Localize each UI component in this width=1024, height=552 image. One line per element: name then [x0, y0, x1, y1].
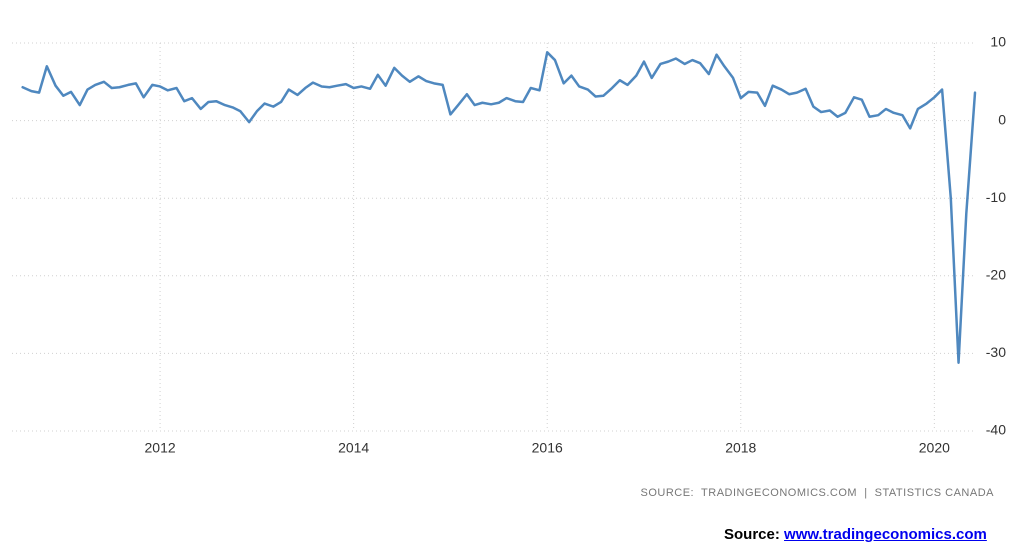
y-tick-label: -40 [986, 422, 1006, 438]
footer-link[interactable]: www.tradingeconomics.com [784, 526, 987, 543]
footer-label: Source: [724, 526, 780, 543]
y-tick-label: -30 [986, 344, 1006, 360]
chart-source: SOURCE: TRADINGECONOMICS.COM | STATISTIC… [641, 487, 995, 499]
footer: Source: www.tradingeconomics.com [724, 526, 987, 543]
x-tick-label: 2014 [338, 440, 369, 456]
x-tick-label: 2012 [145, 440, 176, 456]
y-tick-label: 0 [998, 111, 1006, 127]
x-tick-label: 2018 [725, 440, 756, 456]
chart: SOURCE: TRADINGECONOMICS.COM | STATISTIC… [12, 34, 1006, 499]
data-line [21, 51, 977, 364]
y-tick-label: 10 [990, 34, 1006, 50]
y-tick-label: -10 [986, 189, 1006, 205]
y-tick-label: -20 [986, 267, 1006, 283]
x-tick-label: 2016 [532, 440, 563, 456]
x-tick-label: 2020 [919, 440, 950, 456]
